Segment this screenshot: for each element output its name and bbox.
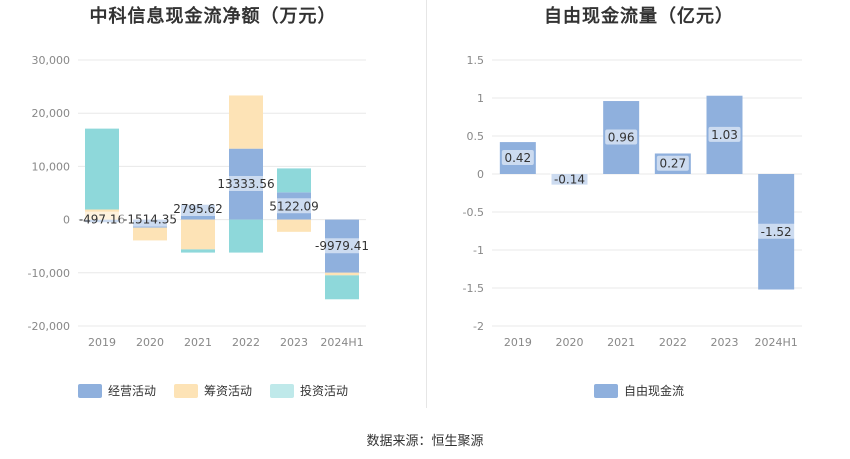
y-tick-label: -2 (473, 320, 484, 333)
x-tick-label: 2024H1 (320, 336, 363, 349)
legend-swatch-investing (270, 383, 294, 398)
y-tick-label: -1 (473, 244, 484, 257)
y-tick-label: 10,000 (32, 160, 71, 173)
data-label-2023: 5122.09 (269, 199, 319, 213)
x-tick-label: 2023 (711, 336, 739, 349)
bar-筹资活动-2022[interactable] (229, 95, 263, 149)
data-label-bg (312, 238, 372, 254)
free-cashflow-legend: 自由现金流 (428, 382, 850, 399)
data-label-bg (550, 171, 589, 187)
data-label-bg (501, 150, 534, 166)
y-tick-label: 1 (477, 92, 484, 105)
bar-筹资活动-2024H1[interactable] (325, 272, 359, 276)
legend-swatch-operating (77, 383, 102, 398)
y-tick-label: -20,000 (28, 320, 70, 333)
data-label-2019: 0.42 (504, 151, 531, 165)
legend-label-financing: 筹资活动 (203, 384, 252, 398)
y-tick-label: 0 (477, 168, 484, 181)
data-label-bg (267, 198, 321, 214)
x-tick-label: 2022 (232, 336, 260, 349)
data-label-bg (216, 175, 276, 191)
legend-swatch-financing (173, 383, 198, 398)
data-label-bg (75, 211, 129, 227)
y-tick-label: 0 (63, 214, 70, 227)
x-tick-label: 2021 (184, 336, 212, 349)
data-label-2022: 0.27 (659, 157, 686, 171)
x-tick-label: 2023 (280, 336, 308, 349)
legend-item-operating[interactable]: 经营活动 (77, 382, 156, 399)
legend-swatch-free-cashflow (593, 383, 618, 398)
y-tick-label: 0.5 (467, 130, 485, 143)
panel-divider (426, 0, 427, 408)
cashflow-net-chart: -20,000 -10,000 0 10,000 20,000 30,000 2019 202… (28, 54, 372, 349)
x-tick-label: 2019 (504, 336, 532, 349)
cashflow-net-legend: 经营活动 筹资活动 投资活动 (0, 382, 426, 399)
x-tick-label: 2020 (136, 336, 164, 349)
data-label-2020: -0.14 (554, 172, 585, 186)
legend-item-free-cashflow[interactable]: 自由现金流 (593, 382, 684, 399)
y-tick-label: -1.5 (463, 282, 484, 295)
bar-投资活动-2023[interactable] (277, 168, 311, 193)
data-label-bg (171, 200, 225, 216)
data-label-2021: 2795.62 (173, 202, 223, 216)
bar-投资活动-2019[interactable] (85, 128, 119, 210)
bar-投资活动-2022[interactable] (229, 219, 263, 253)
legend-item-investing[interactable]: 投资活动 (270, 382, 348, 399)
legend-label-operating: 经营活动 (107, 384, 156, 398)
y-tick-label: -10,000 (28, 267, 70, 280)
data-label-2024H1: -9979.41 (315, 239, 369, 253)
y-tick-label: -0.5 (463, 206, 484, 219)
data-label-bg (708, 126, 741, 142)
data-source-footer: 数据来源：恒生聚源 (366, 434, 484, 449)
x-tick-label: 2021 (607, 336, 635, 349)
bar-筹资活动-2023[interactable] (277, 219, 311, 232)
y-tick-label: 20,000 (32, 107, 71, 120)
y-tick-label: 1.5 (467, 54, 485, 67)
x-tick-label: 2022 (659, 336, 687, 349)
data-label-2019: -497.16 (79, 213, 125, 227)
x-tick-label: 2019 (88, 336, 116, 349)
free-cashflow-chart: -2 -1.5 -1 -0.5 0 0.5 1 1.5 2019 2020 2021 2022 2023… (463, 54, 802, 349)
data-label-bg (605, 129, 638, 145)
x-tick-label: 2024H1 (755, 336, 798, 349)
data-label-bg (120, 211, 180, 227)
legend-label-investing: 投资活动 (300, 384, 349, 398)
data-label-2024H1: -1.52 (761, 225, 792, 239)
cashflow-net-chart-panel: 中科信息现金流净额（万元） -20,000 -10,000 0 10,000 20,00… (0, 0, 426, 410)
bar-筹资活动-2020[interactable] (133, 227, 167, 241)
cashflow-net-chart-title: 中科信息现金流净额（万元） (89, 6, 337, 27)
x-tick-label: 2020 (556, 336, 584, 349)
y-tick-label: 30,000 (32, 54, 71, 67)
data-label-bg (656, 155, 689, 171)
bar-投资活动-2024H1[interactable] (325, 275, 359, 300)
bar-筹资活动-2021[interactable] (181, 219, 215, 250)
free-cashflow-chart-panel: 自由现金流量（亿元） -2 -1.5 -1 -0.5 0 0.5 1 1.5 2019 2020 2… (428, 0, 850, 410)
data-label-2023: 1.03 (711, 128, 738, 142)
data-label-2020: -1514.35 (123, 213, 177, 227)
legend-item-financing[interactable]: 筹资活动 (173, 382, 252, 399)
free-cashflow-chart-title: 自由现金流量（亿元） (544, 6, 734, 27)
bar-投资活动-2021[interactable] (181, 249, 215, 253)
data-label-2022: 13333.56 (217, 177, 274, 191)
data-label-2021: 0.96 (608, 131, 635, 145)
legend-label-free-cashflow: 自由现金流 (623, 384, 684, 398)
data-label-bg (756, 223, 796, 239)
